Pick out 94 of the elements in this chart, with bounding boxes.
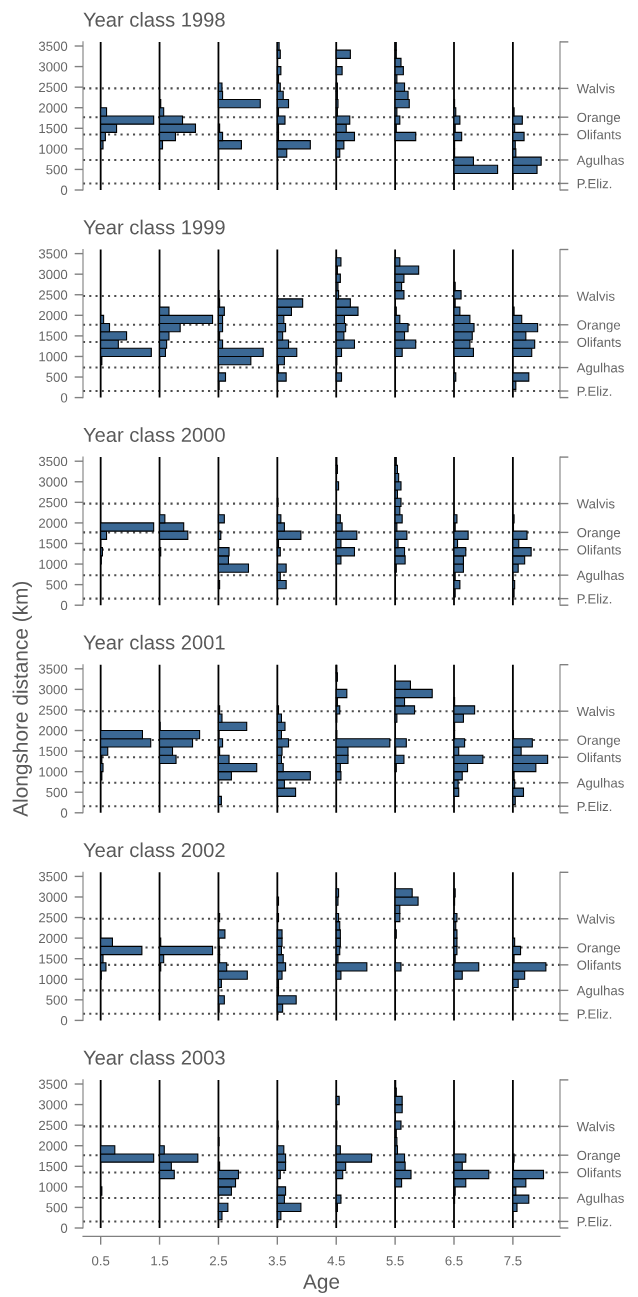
- y-tick-label: 0: [60, 600, 68, 611]
- ref-line-label: Olifants: [577, 129, 621, 140]
- chart-title: Year class 1998: [83, 12, 225, 27]
- y-tick-label: 2000: [39, 1141, 68, 1151]
- y-tick-label: 500: [46, 1203, 68, 1213]
- y-tick-label: 2500: [39, 705, 68, 715]
- ref-line-label: Orange: [577, 112, 621, 125]
- y-tick-label: 1500: [39, 954, 68, 964]
- y-tick-label: 1500: [39, 746, 68, 756]
- y-tick-label: 2000: [39, 726, 68, 736]
- ref-line-label: Walvis: [576, 291, 615, 301]
- x-tick-label: 4.5: [327, 1256, 345, 1266]
- y-tick-label: 500: [46, 372, 68, 382]
- y-tick-label: 2000: [39, 310, 68, 321]
- x-tick-label: 6.5: [445, 1256, 463, 1266]
- y-tick-label: 0: [60, 1223, 68, 1233]
- y-tick-label: 2500: [39, 290, 68, 300]
- y-tick-label: 0: [60, 393, 68, 403]
- x-tick-label: 1.5: [151, 1256, 169, 1266]
- y-tick-label: 2500: [39, 1120, 68, 1131]
- y-tick-label: 1000: [39, 974, 68, 985]
- x-axis-title: Age: [303, 1274, 340, 1294]
- y-tick-label: 1500: [39, 1161, 68, 1172]
- y-tick-label: 3500: [38, 249, 68, 259]
- y-tick-label: 3000: [38, 684, 68, 695]
- chart-title: Year class 1999: [83, 219, 225, 235]
- y-tick-label: 500: [46, 787, 68, 798]
- ref-line-label: Orange: [577, 943, 621, 956]
- y-tick-label: 0: [60, 185, 68, 195]
- ref-line-label: P.Eliz.: [577, 593, 612, 604]
- chart-title: Year class 2002: [83, 842, 225, 858]
- y-tick-label: 2500: [39, 913, 68, 923]
- y-tick-label: 0: [60, 1015, 68, 1026]
- ref-line-label: Agulhas: [576, 985, 624, 998]
- x-tick-label: 5.5: [386, 1256, 404, 1266]
- ref-line-label: Orange: [577, 1150, 621, 1163]
- ref-line-label: Olifants: [577, 544, 621, 555]
- y-tick-label: 3000: [38, 269, 68, 280]
- y-tick-label: 1000: [39, 144, 68, 154]
- y-tick-label: 2000: [39, 103, 68, 113]
- y-tick-label: 3500: [38, 1079, 68, 1089]
- chart-title: Year class 2001: [83, 634, 225, 650]
- y-tick-label: 3000: [38, 1100, 68, 1110]
- y-tick-label: 3500: [38, 456, 68, 467]
- ref-line-label: Walvis: [576, 914, 615, 924]
- ref-line-label: Walvis: [576, 83, 615, 94]
- y-tick-label: 2000: [39, 933, 68, 944]
- y-tick-label: 1000: [39, 352, 68, 362]
- y-tick-label: 500: [46, 580, 68, 590]
- y-tick-label: 2500: [39, 82, 68, 93]
- ref-line-label: Orange: [577, 527, 621, 540]
- y-tick-label: 500: [46, 995, 68, 1005]
- x-tick-label: 7.5: [504, 1256, 522, 1266]
- y-tick-label: 1000: [39, 767, 68, 777]
- x-tick-label: 3.5: [268, 1256, 286, 1266]
- ref-line-label: P.Eliz.: [577, 178, 612, 189]
- ref-line-label: P.Eliz.: [577, 801, 612, 811]
- y-tick-label: 1000: [39, 559, 68, 569]
- y-tick-label: 3000: [38, 892, 68, 902]
- y-tick-label: 3000: [38, 477, 68, 487]
- y-tick-label: 2000: [39, 518, 68, 528]
- ref-line-label: Agulhas: [576, 362, 624, 376]
- y-axis-title: Alongshore distance (km): [12, 581, 32, 817]
- chart-title: Year class 2000: [83, 427, 225, 443]
- ref-line-label: P.Eliz.: [577, 1216, 612, 1227]
- y-tick-label: 1500: [39, 123, 68, 134]
- x-tick-label: 2.5: [209, 1256, 228, 1266]
- ref-line-label: Walvis: [576, 706, 615, 717]
- ref-line-label: Agulhas: [576, 1193, 624, 1206]
- ref-line-label: Orange: [577, 735, 621, 748]
- chart-title: Year class 2003: [83, 1050, 225, 1065]
- ref-line-label: Agulhas: [576, 570, 624, 583]
- y-tick-label: 3500: [38, 41, 68, 51]
- y-tick-label: 3500: [38, 664, 68, 674]
- ref-line-label: Olifants: [577, 1167, 621, 1178]
- x-tick-label: 0.5: [92, 1256, 110, 1266]
- ref-line-label: Agulhas: [576, 777, 624, 791]
- ref-line-label: Walvis: [576, 498, 615, 509]
- ref-line-label: Olifants: [577, 752, 621, 763]
- ref-line-label: P.Eliz.: [577, 1009, 612, 1019]
- y-tick-label: 1500: [39, 331, 68, 341]
- y-tick-label: 3000: [38, 62, 68, 72]
- y-tick-label: 1000: [39, 1182, 68, 1192]
- ref-line-label: Olifants: [577, 337, 621, 347]
- ref-line-label: Agulhas: [576, 155, 624, 168]
- y-tick-label: 500: [46, 165, 68, 175]
- y-tick-label: 2500: [39, 497, 68, 508]
- y-tick-label: 0: [60, 808, 68, 818]
- ref-line-label: P.Eliz.: [577, 386, 612, 396]
- ref-line-label: Olifants: [577, 960, 621, 970]
- y-tick-label: 3500: [38, 871, 68, 882]
- ref-line-label: Walvis: [576, 1121, 615, 1132]
- ref-line-label: Orange: [577, 320, 621, 333]
- y-tick-label: 1500: [39, 539, 68, 549]
